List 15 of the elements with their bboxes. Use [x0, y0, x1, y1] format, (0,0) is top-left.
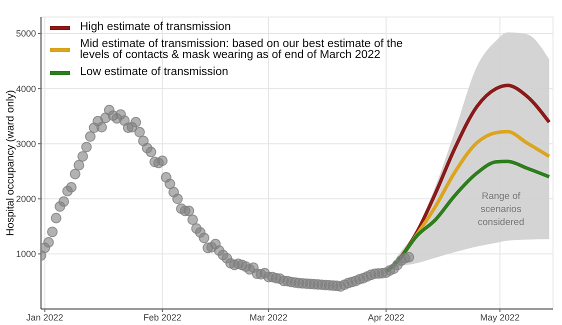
- x-tick-label: Apr 2022: [368, 312, 404, 322]
- annotation: Range of scenarios considered: [476, 190, 526, 229]
- y-tick-label: 4000: [16, 84, 36, 94]
- legend-label: High estimate of transmission: [80, 21, 232, 33]
- y-tick-label: 3000: [16, 138, 36, 149]
- x-tick-label: Mar 2022: [250, 312, 288, 322]
- y-tick-label: 2000: [16, 194, 36, 204]
- x-tick-label: May 2022: [480, 312, 520, 322]
- legend-label: Mid estimate of transmission: based on our best estimate of the levels of contacts & mask wearing as of end of March 2022: [80, 38, 404, 61]
- x-tick-label: Jan 2022: [26, 312, 64, 322]
- y-axis-title: Hospital occupancy (ward only): [4, 90, 17, 236]
- y-tick-label: 5000: [16, 28, 36, 39]
- legend-label: Low estimate of transmission: [80, 66, 230, 78]
- x-tick-label: Feb 2022: [143, 312, 182, 322]
- y-tick-label: 1000: [16, 249, 36, 260]
